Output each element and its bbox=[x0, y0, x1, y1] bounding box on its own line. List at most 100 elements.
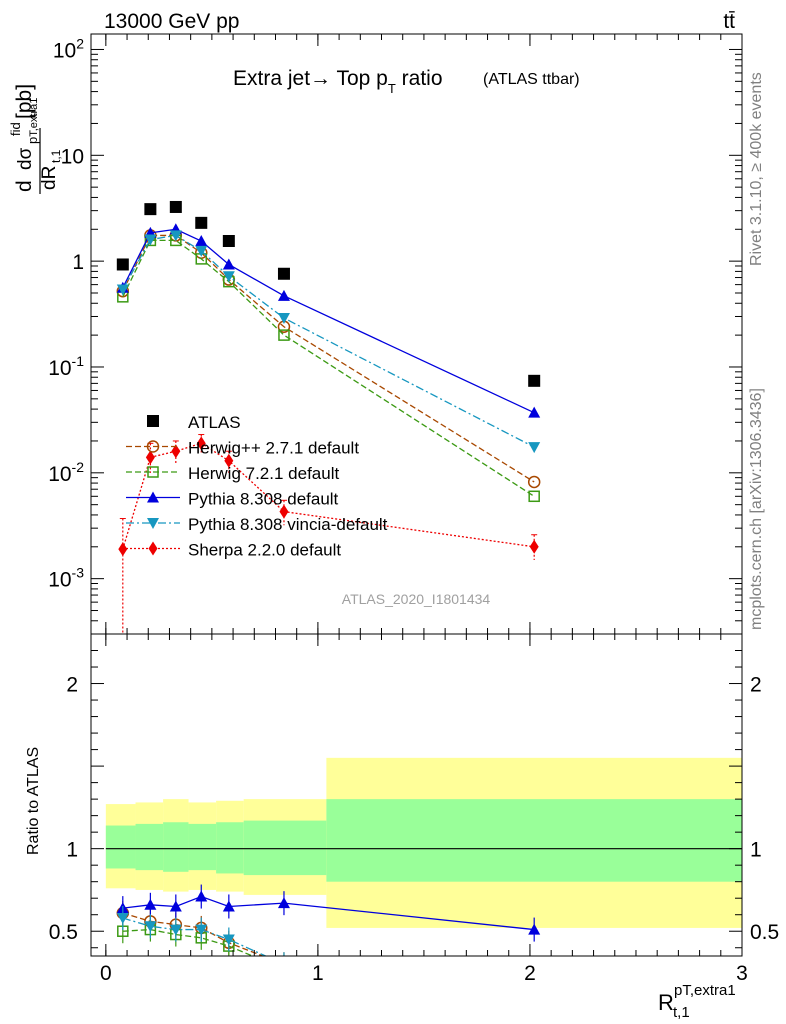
main-y-tick-label: 102 bbox=[53, 35, 84, 62]
ratio-point bbox=[222, 934, 235, 946]
data-point bbox=[527, 475, 541, 489]
ratio-point bbox=[278, 959, 290, 970]
data-point bbox=[222, 271, 235, 283]
ylabel-denominator: dR bbox=[39, 166, 60, 190]
data-point bbox=[224, 453, 234, 468]
rivet-version-label: Rivet 3.1.10, ≥ 400k events bbox=[748, 72, 765, 266]
header-final-state: tt̄ bbox=[723, 10, 735, 33]
data-point bbox=[195, 245, 208, 257]
ratio-point bbox=[222, 900, 235, 912]
main-y-axis-label: d dσ fid pT,extra1 dR t,1 [pb] bbox=[8, 84, 63, 194]
ratio-series-3 bbox=[116, 906, 290, 970]
legend-entry: ATLAS bbox=[147, 413, 241, 432]
ylabel-unit: [pb] bbox=[13, 84, 36, 119]
data-point bbox=[171, 444, 181, 459]
analysis-tag: ATLAS_2020_I1801434 bbox=[342, 591, 491, 607]
legend-entry: Pythia 8.308 vincia-default bbox=[126, 515, 388, 534]
legend-marker bbox=[147, 466, 159, 478]
ratio-point bbox=[144, 898, 157, 910]
data-point bbox=[528, 490, 540, 503]
ylabel-denominator-sub: t,1 bbox=[49, 149, 63, 163]
data-point bbox=[118, 542, 128, 557]
data-point bbox=[195, 216, 208, 229]
uncertainty-band-inner bbox=[243, 820, 327, 876]
ratio-point bbox=[277, 897, 290, 909]
data-point bbox=[169, 230, 182, 242]
ratio-series-group bbox=[116, 884, 541, 970]
uncertainty-band-inner bbox=[188, 823, 217, 871]
data-point bbox=[277, 267, 290, 280]
uncertainty-band-inner bbox=[105, 825, 136, 869]
data-point bbox=[528, 442, 541, 454]
legend: ATLAS Herwig++ 2.7.1 default Herwig 7.2.1 … bbox=[126, 413, 388, 560]
legend-label: Herwig++ 2.7.1 default bbox=[188, 439, 359, 458]
ratio-series-clipped bbox=[116, 884, 541, 970]
ylabel-numerator: dσ bbox=[15, 147, 36, 170]
header-process: 13000 GeV pp bbox=[104, 10, 239, 33]
ratio-point bbox=[528, 923, 541, 935]
data-point bbox=[529, 539, 539, 554]
ylabel-numerator-sub: pT,extra1 bbox=[25, 98, 40, 144]
legend-entry: Sherpa 2.2.0 default bbox=[126, 541, 341, 560]
data-point bbox=[277, 289, 290, 301]
x-tick-label: 1 bbox=[312, 962, 324, 985]
data-point bbox=[116, 258, 129, 271]
data-point bbox=[277, 313, 290, 325]
legend-marker bbox=[146, 440, 160, 453]
uncertainty-band-inner bbox=[163, 822, 189, 872]
main-y-tick-label: 10 bbox=[61, 145, 84, 168]
data-point bbox=[222, 234, 235, 247]
series-line bbox=[122, 234, 535, 448]
ratio-point bbox=[278, 959, 289, 970]
main-y-tick-label: 1 bbox=[72, 251, 84, 274]
series-3 bbox=[116, 223, 541, 418]
main-y-tick-label: 10-1 bbox=[48, 353, 84, 380]
ratio-point bbox=[169, 900, 182, 912]
x-tick-label: 2 bbox=[524, 962, 536, 985]
legend-label: Sherpa 2.2.0 default bbox=[188, 541, 341, 560]
main-panel: 10-3 10-2 10-1 1 10 102 Extra jet→ Top pT rat… bbox=[8, 33, 743, 635]
uncertainty-band-inner bbox=[326, 799, 742, 882]
series-2 bbox=[117, 234, 540, 503]
ratio-point bbox=[116, 913, 129, 925]
series-4 bbox=[116, 230, 541, 454]
mcplots-site-label: mcplots.cern.ch [arXiv:1306.3436] bbox=[748, 388, 765, 630]
legend-entry: Pythia 8.308 default bbox=[126, 490, 339, 509]
ratio-series-line bbox=[122, 928, 255, 956]
ratio-series-2 bbox=[116, 884, 541, 942]
data-point bbox=[169, 200, 182, 213]
x-axis-label: R bbox=[658, 990, 674, 1015]
main-tick-group: 10-3 10-2 10-1 1 10 102 bbox=[48, 34, 743, 635]
chart-title: Extra jet→ Top pT ratio bbox=[233, 67, 443, 96]
uncertainty-band-inner bbox=[216, 822, 244, 874]
uncertainty-band-inner bbox=[135, 823, 164, 871]
ratio-bands bbox=[105, 757, 742, 928]
data-point bbox=[144, 203, 157, 216]
ratio-point bbox=[144, 921, 157, 933]
chart-subtitle: (ATLAS ttbar) bbox=[483, 71, 580, 88]
legend-label: Herwig 7.2.1 default bbox=[188, 464, 339, 483]
series-line bbox=[122, 239, 535, 497]
main-y-tick-label: 10-2 bbox=[48, 459, 84, 486]
ratio-y-tick-label: 2 bbox=[66, 674, 78, 697]
ratio-y-tick-label: 0.5 bbox=[49, 921, 78, 944]
ratio-point bbox=[195, 890, 208, 902]
data-point bbox=[116, 284, 129, 296]
ratio-point bbox=[195, 924, 208, 936]
series-5 bbox=[118, 434, 539, 634]
ylabel-d: d bbox=[13, 180, 36, 192]
legend-label: Pythia 8.308 default bbox=[188, 490, 339, 509]
ratio-tick-group: 0 1 2 30.5 0.51 12 2 bbox=[49, 634, 779, 985]
series-0 bbox=[116, 200, 541, 387]
legend-entry: Herwig++ 2.7.1 default bbox=[126, 439, 359, 458]
legend-marker bbox=[148, 541, 158, 556]
legend-entry: Herwig 7.2.1 default bbox=[126, 464, 339, 483]
legend-marker bbox=[147, 491, 159, 503]
ylabel-numerator-sup: fid bbox=[8, 122, 23, 136]
x-axis-label-sup: pT,extra1 bbox=[674, 982, 736, 999]
ratio-series-line bbox=[122, 917, 268, 956]
ratio-y-tick-label-right: 0.5 bbox=[750, 921, 779, 944]
main-series-group bbox=[116, 200, 541, 634]
x-tick-label: 0 bbox=[100, 962, 112, 985]
